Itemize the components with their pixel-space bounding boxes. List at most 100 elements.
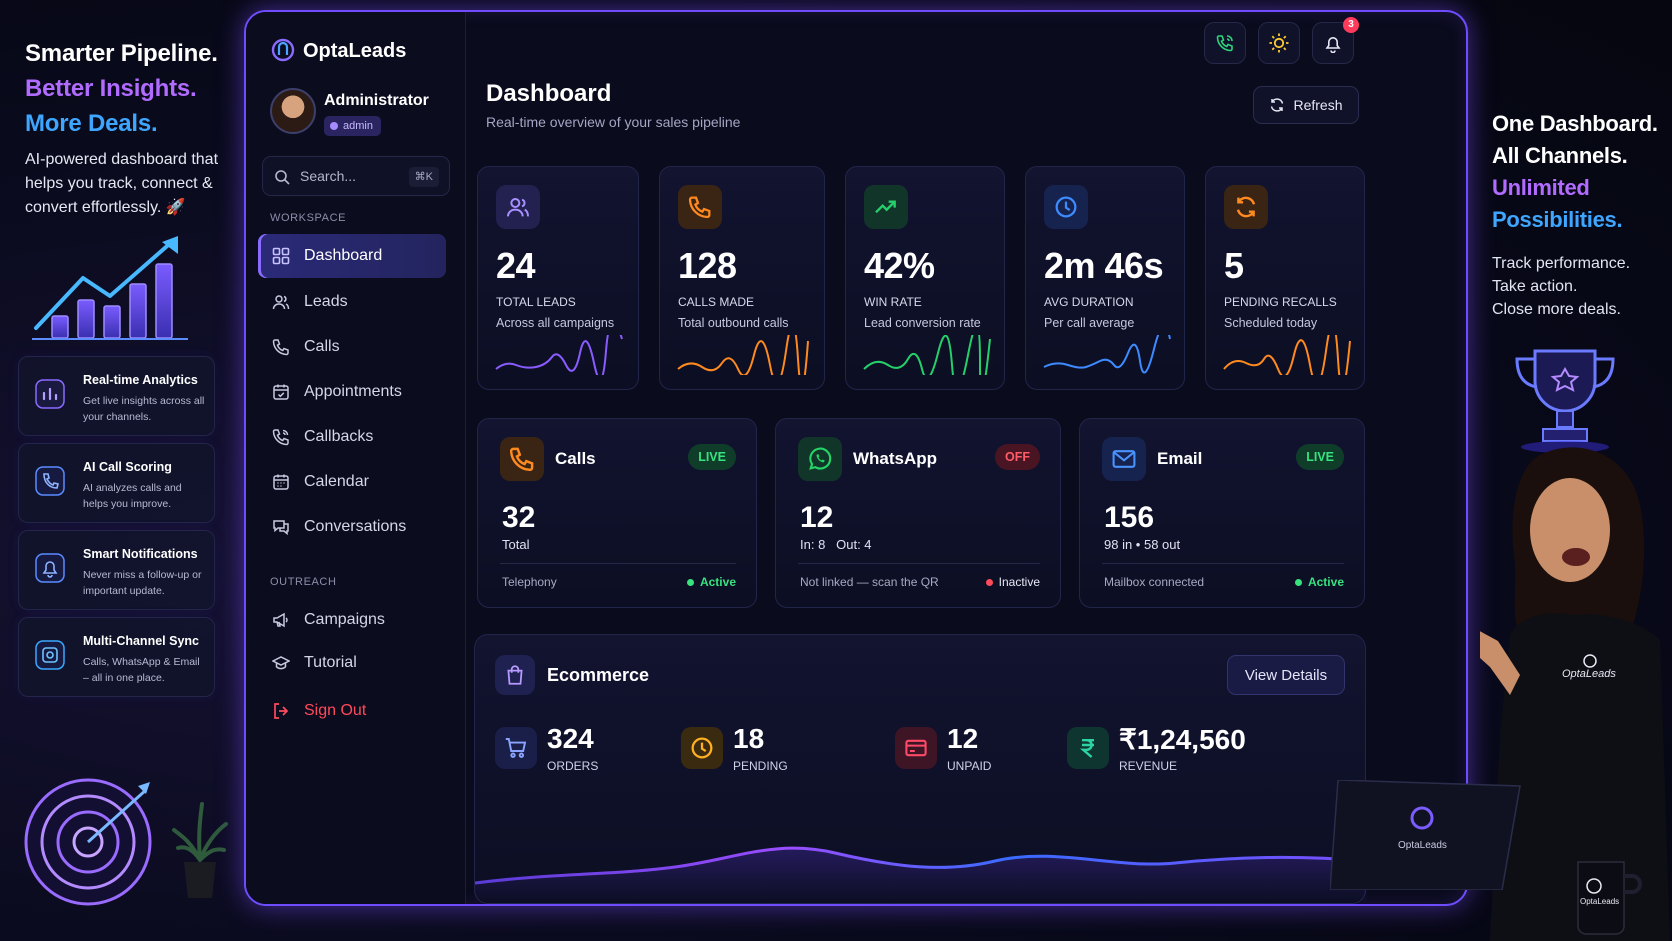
promo-line: Track performance.: [1492, 255, 1631, 272]
kpi-label: AVG DURATION: [1044, 295, 1134, 309]
kpi-card-total-leads[interactable]: 24 TOTAL LEADS Across all campaigns: [477, 166, 639, 390]
refresh-button[interactable]: Refresh: [1253, 86, 1359, 124]
theme-toggle-button[interactable]: [1258, 22, 1300, 64]
metric-label: PENDING: [733, 759, 788, 773]
channel-status-label: Active: [1307, 575, 1344, 589]
promo-headline-line: Possibilities.: [1492, 207, 1623, 232]
mail-icon: [1102, 437, 1146, 481]
sun-icon: [1269, 33, 1289, 53]
sign-out-button[interactable]: Sign Out: [258, 689, 446, 733]
kpi-card-calls-made[interactable]: 128 CALLS MADE Total outbound calls: [659, 166, 825, 390]
refresh-label: Refresh: [1293, 97, 1343, 113]
notification-count-badge: 3: [1343, 17, 1359, 33]
metric-value: 324: [547, 723, 594, 754]
kpi-value: 128: [678, 245, 737, 286]
kpi-label: WIN RATE: [864, 295, 922, 309]
channel-value: 12: [800, 501, 834, 534]
promo-headline-line: One Dashboard.: [1492, 111, 1658, 136]
sparkline: [677, 335, 809, 375]
trophy-illustration: [1515, 349, 1615, 453]
search-input[interactable]: Search... ⌘K: [262, 156, 450, 196]
metric-label: UNPAID: [947, 759, 992, 773]
kpi-card-avg-duration[interactable]: 2m 46s AVG DURATION Per call average: [1025, 166, 1185, 390]
promo-line: Take action.: [1492, 278, 1578, 295]
channel-status: Active: [686, 575, 736, 589]
role-dot-icon: [330, 122, 338, 130]
kpi-value: 42%: [864, 245, 935, 286]
kpi-sub: Across all campaigns: [496, 316, 615, 330]
card-icon: [895, 727, 937, 769]
mug-logo-text: OptaLeads: [1580, 897, 1619, 906]
metric-value: 18: [733, 723, 765, 754]
avatar[interactable]: [270, 88, 316, 134]
status-dot-icon: [1294, 578, 1302, 586]
channel-value: 156: [1104, 501, 1155, 534]
channel-footnote: Telephony: [502, 575, 557, 589]
channel-card-email[interactable]: Email LIVE 156 98 in • 58 out Mailbox co…: [1079, 418, 1365, 608]
promo-right-lines: Track performance. Take action. Close mo…: [1492, 252, 1630, 321]
nav-label: Leads: [304, 293, 348, 310]
kpi-value: 5: [1224, 245, 1244, 286]
promo-headline-line: Unlimited: [1492, 175, 1590, 200]
view-details-button[interactable]: View Details: [1227, 655, 1345, 695]
nav-item-calls[interactable]: Calls: [258, 325, 446, 369]
channel-status-label: Active: [699, 575, 736, 589]
growth-chart-illustration: [32, 236, 188, 340]
feature-card: AI Call Scoring AI analyzes calls and he…: [18, 443, 215, 523]
phone-status-button[interactable]: [1204, 22, 1246, 64]
kpi-card-win-rate[interactable]: 42% WIN RATE Lead conversion rate: [845, 166, 1005, 390]
nav-item-leads[interactable]: Leads: [258, 280, 446, 324]
nav-item-tutorial[interactable]: Tutorial: [258, 641, 446, 685]
channel-card-whatsapp[interactable]: WhatsApp OFF 12 In: 8 Out: 4 Not linked …: [775, 418, 1061, 608]
bell-icon: [35, 553, 65, 583]
clock-icon: [1044, 185, 1088, 229]
kpi-card-pending-recalls[interactable]: 5 PENDING RECALLS Scheduled today: [1205, 166, 1365, 390]
sparkline: [863, 335, 991, 375]
user-name: Administrator: [324, 92, 429, 109]
optaleads-logo-icon: [271, 38, 295, 62]
nav-label: Tutorial: [304, 654, 357, 671]
target-illustration: [24, 778, 152, 906]
notifications-button[interactable]: 3: [1312, 17, 1359, 64]
ecommerce-card: Ecommerce View Details 324 ORDERS 18 PEN…: [474, 634, 1367, 904]
nav-item-appointments[interactable]: Appointments: [258, 370, 446, 414]
nav-label: Dashboard: [304, 247, 383, 264]
kpi-sub: Scheduled today: [1224, 316, 1318, 330]
promo-headline-line: More Deals.: [25, 110, 158, 137]
rupee-icon: [1067, 727, 1109, 769]
nav-item-callbacks[interactable]: Callbacks: [258, 415, 446, 459]
ecommerce-title: Ecommerce: [547, 665, 650, 685]
promo-headline-line: Better Insights.: [25, 75, 197, 102]
promo-line: Close more deals.: [1492, 301, 1621, 318]
nav-item-dashboard[interactable]: Dashboard: [258, 234, 446, 278]
phone-icon: [500, 437, 544, 481]
channel-sub: In: 8 Out: 4: [800, 537, 872, 552]
phone-icon: [678, 185, 722, 229]
feature-title: AI Call Scoring: [83, 460, 172, 474]
sparkline: [1223, 335, 1351, 375]
status-dot-icon: [985, 578, 993, 586]
status-badge: LIVE: [688, 444, 736, 470]
feature-title: Smart Notifications: [83, 547, 198, 561]
channel-card-calls[interactable]: Calls LIVE 32 Total Telephony Active: [477, 418, 757, 608]
nav-item-calendar[interactable]: Calendar: [258, 460, 446, 504]
sign-out-icon: [274, 703, 289, 719]
page-title: Dashboard: [486, 80, 612, 107]
channel-sub: Total: [502, 537, 530, 552]
cart-icon: [495, 727, 537, 769]
kpi-value: 2m 46s: [1044, 245, 1164, 286]
nav-item-conversations[interactable]: Conversations: [258, 505, 446, 549]
nav-item-campaigns[interactable]: Campaigns: [258, 598, 446, 642]
kpi-sub: Per call average: [1044, 316, 1135, 330]
trend-up-icon: [864, 185, 908, 229]
laptop-logo-text: OptaLeads: [1398, 840, 1447, 851]
phone-active-icon: [1216, 35, 1233, 52]
channel-status: Inactive: [985, 575, 1040, 589]
decorative-wave: [475, 846, 1367, 903]
nav-label: Calendar: [304, 473, 369, 490]
metric-value: ₹1,24,560: [1119, 724, 1246, 755]
role-label: admin: [343, 120, 373, 132]
feature-desc: Calls, WhatsApp & Email – all in one pla…: [83, 656, 200, 684]
feature-desc: Never miss a follow-up or important upda…: [83, 569, 202, 597]
brand-name: OptaLeads: [303, 40, 407, 62]
